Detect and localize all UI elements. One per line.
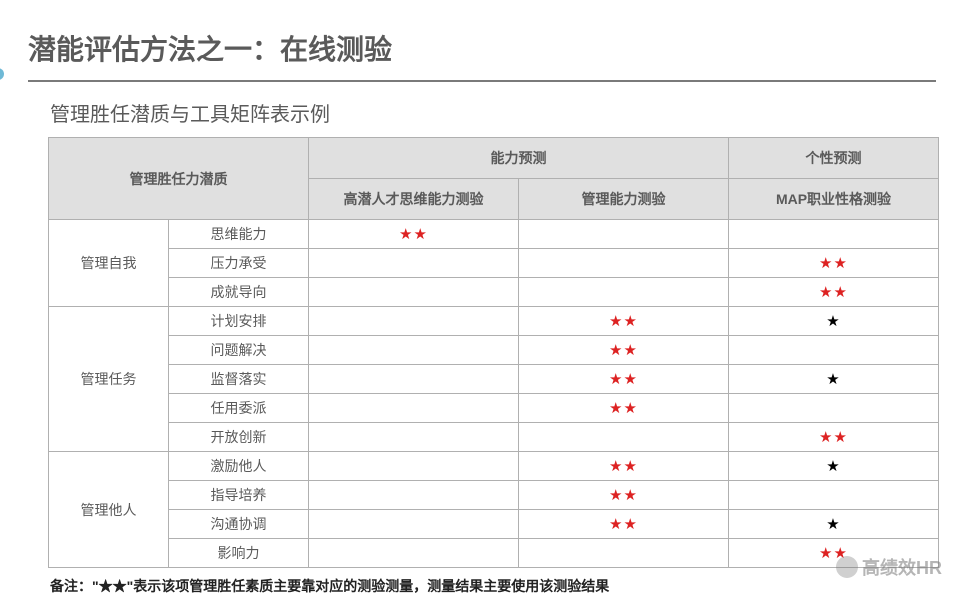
th-col-map: MAP职业性格测验 (729, 179, 939, 220)
th-col-mgmt: 管理能力测验 (519, 179, 729, 220)
rating-cell: ★★ (519, 365, 729, 394)
rating-cell (729, 394, 939, 423)
competency-label: 激励他人 (169, 452, 309, 481)
rating-cell: ★ (729, 452, 939, 481)
competency-label: 影响力 (169, 539, 309, 568)
table-row: 影响力★★ (49, 539, 939, 568)
rating-cell (309, 481, 519, 510)
competency-label: 监督落实 (169, 365, 309, 394)
star-red-icon: ★★ (819, 284, 848, 301)
rating-cell: ★★ (309, 220, 519, 249)
competency-label: 思维能力 (169, 220, 309, 249)
rating-cell (309, 249, 519, 278)
rating-cell: ★★ (729, 278, 939, 307)
group-cell: 管理他人 (49, 452, 169, 568)
title-dot (0, 68, 4, 80)
rating-cell: ★★ (519, 510, 729, 539)
th-ability-group: 能力预测 (309, 138, 729, 179)
rating-cell (519, 220, 729, 249)
group-cell: 管理自我 (49, 220, 169, 307)
table-row: 开放创新 ★★ (49, 423, 939, 452)
star-black-icon: ★ (826, 458, 840, 475)
competency-label: 成就导向 (169, 278, 309, 307)
th-col-thinking: 高潜人才思维能力测验 (309, 179, 519, 220)
competency-matrix-table: 管理胜任力潜质 能力预测 个性预测 高潜人才思维能力测验 管理能力测验 MAP职… (48, 137, 939, 568)
star-red-icon: ★★ (399, 226, 428, 243)
th-corner: 管理胜任力潜质 (49, 138, 309, 220)
rating-cell (519, 249, 729, 278)
title-underline (28, 80, 936, 82)
star-black-icon: ★ (826, 313, 840, 330)
table-row: 任用委派 ★★ (49, 394, 939, 423)
page-title: 潜能评估方法之一：在线测验 (28, 28, 960, 68)
slide-header: 潜能评估方法之一：在线测验 (0, 0, 960, 82)
rating-cell (309, 423, 519, 452)
competency-label: 计划安排 (169, 307, 309, 336)
star-black-icon: ★ (826, 371, 840, 388)
star-red-icon: ★★ (819, 429, 848, 446)
rating-cell (309, 278, 519, 307)
competency-label: 任用委派 (169, 394, 309, 423)
rating-cell (309, 307, 519, 336)
watermark: 高绩效HR (836, 554, 942, 580)
table-row: 成就导向 ★★ (49, 278, 939, 307)
table-row: 沟通协调★★★ (49, 510, 939, 539)
competency-label: 压力承受 (169, 249, 309, 278)
rating-cell: ★★ (519, 452, 729, 481)
rating-cell: ★ (729, 307, 939, 336)
competency-label: 问题解决 (169, 336, 309, 365)
rating-cell (729, 220, 939, 249)
th-personality-group: 个性预测 (729, 138, 939, 179)
rating-cell (519, 278, 729, 307)
star-red-icon: ★★ (609, 516, 638, 533)
rating-cell: ★ (729, 510, 939, 539)
rating-cell: ★★ (729, 423, 939, 452)
rating-cell (729, 481, 939, 510)
rating-cell (729, 336, 939, 365)
table-row: 管理自我思维能力★★ (49, 220, 939, 249)
rating-cell (309, 336, 519, 365)
watermark-text: 高绩效HR (862, 554, 942, 580)
table-row: 监督落实★★★ (49, 365, 939, 394)
footnote: 备注："★★"表示该项管理胜任素质主要靠对应的测验测量，测量结果主要使用该测验结… (0, 568, 960, 596)
star-red-icon: ★★ (609, 313, 638, 330)
rating-cell (309, 452, 519, 481)
rating-cell: ★★ (519, 481, 729, 510)
rating-cell (519, 539, 729, 568)
table-row: 指导培养 ★★ (49, 481, 939, 510)
rating-cell: ★★ (519, 307, 729, 336)
rating-cell: ★ (729, 365, 939, 394)
star-red-icon: ★★ (609, 458, 638, 475)
rating-cell: ★★ (519, 394, 729, 423)
watermark-icon (836, 556, 858, 578)
star-red-icon: ★★ (609, 342, 638, 359)
table-row: 管理他人激励他人★★★ (49, 452, 939, 481)
table-row: 压力承受 ★★ (49, 249, 939, 278)
star-red-icon: ★★ (609, 487, 638, 504)
table-row: 问题解决 ★★ (49, 336, 939, 365)
group-cell: 管理任务 (49, 307, 169, 452)
competency-label: 沟通协调 (169, 510, 309, 539)
subtitle: 管理胜任潜质与工具矩阵表示例 (0, 82, 960, 137)
star-black-icon: ★ (826, 516, 840, 533)
rating-cell: ★★ (729, 249, 939, 278)
rating-cell (519, 423, 729, 452)
rating-cell: ★★ (519, 336, 729, 365)
rating-cell (309, 510, 519, 539)
rating-cell (309, 365, 519, 394)
rating-cell (309, 539, 519, 568)
star-red-icon: ★★ (819, 255, 848, 272)
competency-label: 指导培养 (169, 481, 309, 510)
competency-label: 开放创新 (169, 423, 309, 452)
table-row: 管理任务计划安排★★★ (49, 307, 939, 336)
star-red-icon: ★★ (609, 371, 638, 388)
rating-cell (309, 394, 519, 423)
star-red-icon: ★★ (609, 400, 638, 417)
